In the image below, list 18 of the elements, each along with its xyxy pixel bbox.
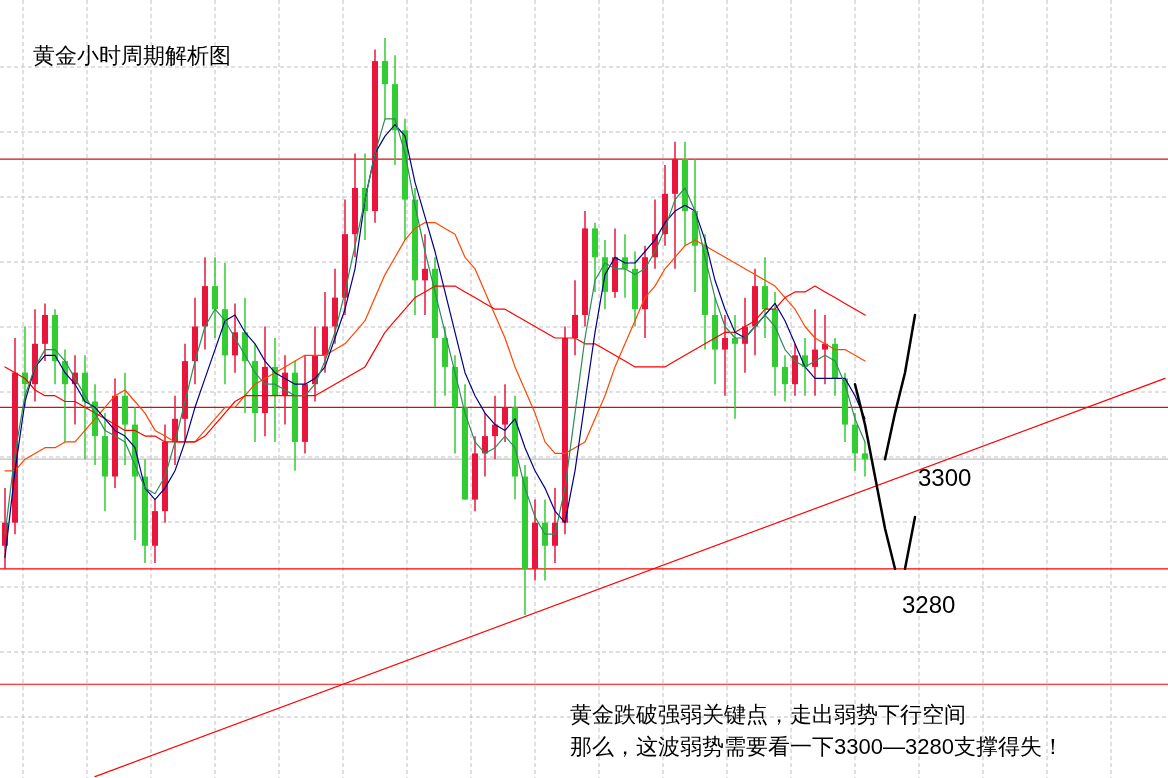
candlestick (782, 354, 788, 403)
annotation: 3280 (902, 591, 956, 618)
candlestick (542, 498, 548, 582)
candlestick (572, 279, 578, 357)
candlestick (502, 383, 508, 443)
candlestick (732, 314, 738, 420)
candlestick (762, 256, 768, 339)
candlestick (822, 314, 828, 385)
text: 那么，这波弱势需要看一下3300—3280支撑得失！ (570, 734, 1064, 759)
candlestick (722, 314, 728, 397)
candlestick (492, 394, 498, 460)
candlestick (382, 37, 388, 120)
candlestick (862, 441, 868, 478)
candlestick (422, 233, 428, 316)
text: 黄金跌破强弱关键点，走出弱势下行空间 (570, 702, 966, 727)
chart-title: 黄金小时周期解析图 (33, 43, 231, 68)
candlestick (212, 256, 218, 339)
annotation: 3300 (918, 464, 972, 491)
